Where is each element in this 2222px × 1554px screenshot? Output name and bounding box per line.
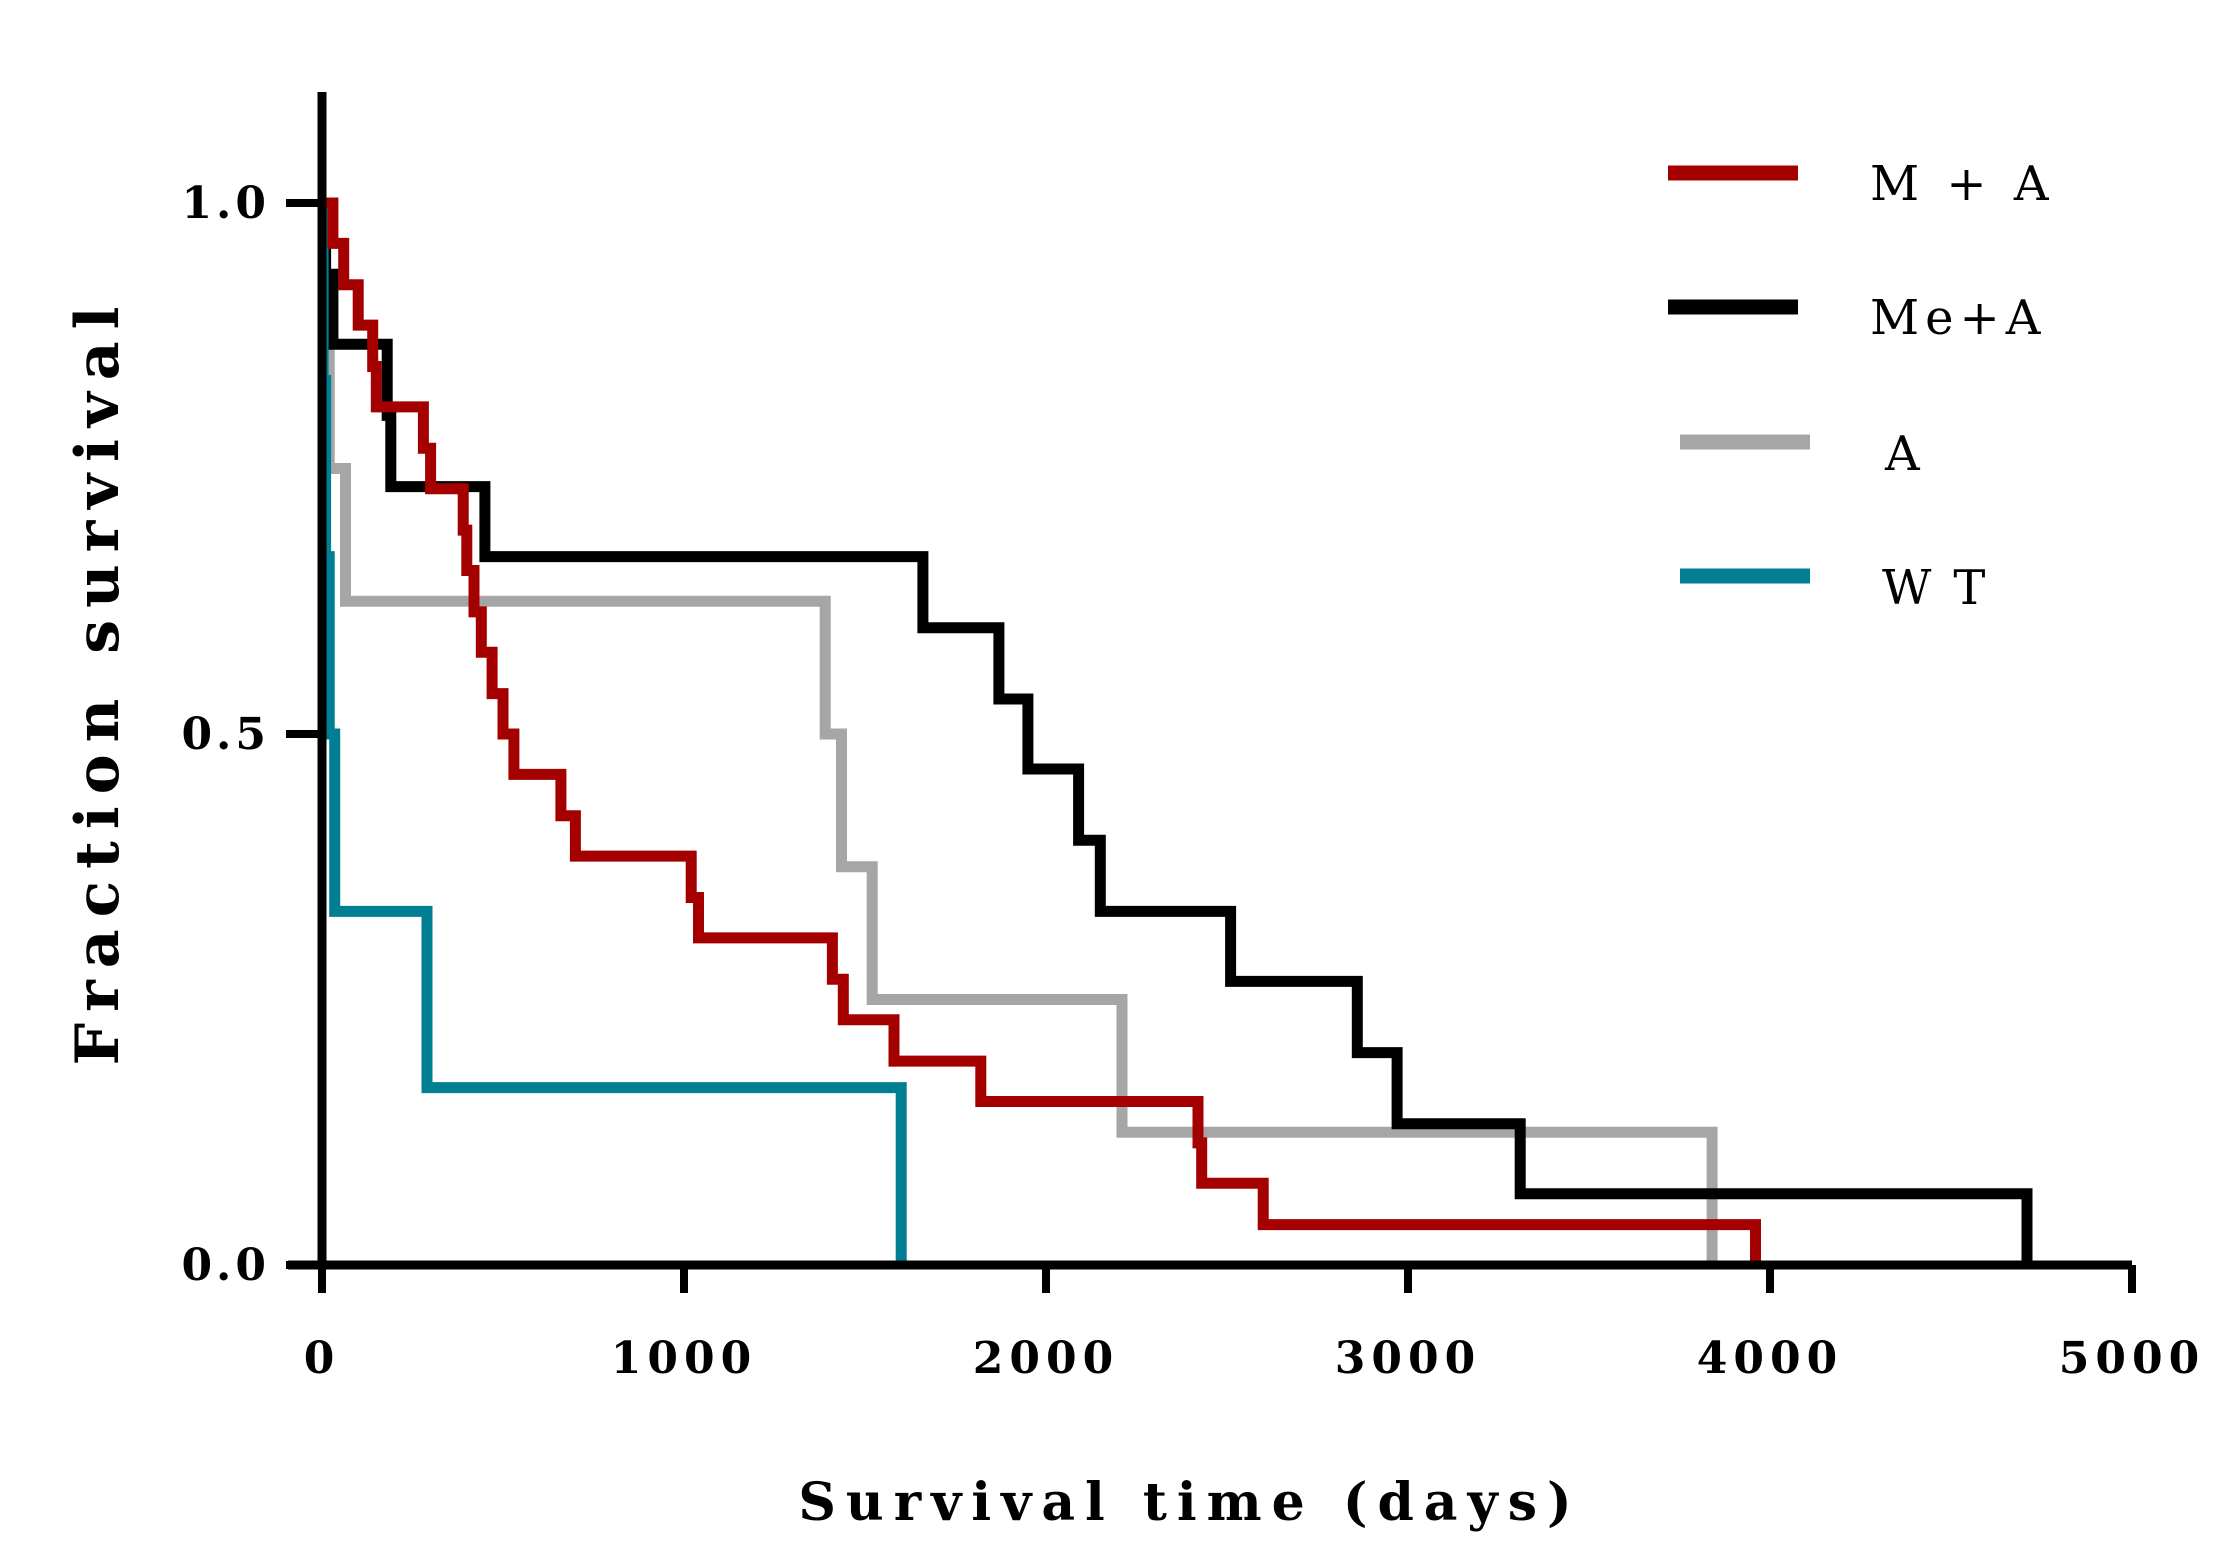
- series-line-wt: [317, 197, 907, 1265]
- legend-item-m-plus-a: M + A: [1668, 156, 2055, 212]
- series-layer: [317, 197, 2033, 1265]
- legend-label-wt: WT: [1882, 560, 2007, 616]
- y-axis-title: Fraction survival: [63, 295, 133, 1066]
- x-tick-label-5000: 5000: [2059, 1333, 2205, 1384]
- legend-item-wt: WT: [1680, 560, 2007, 616]
- x-tick-label-0: 0: [304, 1333, 341, 1384]
- y-tick-label-1: 1.0: [181, 178, 270, 229]
- x-tick-label-1000: 1000: [611, 1333, 757, 1384]
- x-tick-label-2000: 2000: [973, 1333, 1119, 1384]
- legend-item-me-plus-a: Me+A: [1668, 290, 2046, 346]
- legend-label-me-plus-a: Me+A: [1870, 290, 2046, 346]
- legend-label-m-plus-a: M + A: [1870, 156, 2055, 212]
- axes: [288, 92, 2132, 1270]
- legend-label-a: A: [1884, 426, 1926, 482]
- y-tick-label-0: 0.0: [181, 1240, 270, 1291]
- x-tick-label-4000: 4000: [1697, 1333, 1843, 1384]
- ticks: 0 1000 2000 3000 4000 5000 0.0 0.5 1.0: [181, 178, 2205, 1384]
- series-line-me-plus-a: [320, 197, 2033, 1265]
- y-tick-label-0-5: 0.5: [181, 709, 270, 760]
- legend-item-a: A: [1680, 426, 1926, 482]
- series-line-m-plus-a: [322, 197, 1761, 1265]
- x-tick-label-3000: 3000: [1335, 1333, 1481, 1384]
- x-axis-title: Survival time (days): [798, 1472, 1581, 1533]
- legend: M + A Me+A A WT: [1668, 156, 2055, 616]
